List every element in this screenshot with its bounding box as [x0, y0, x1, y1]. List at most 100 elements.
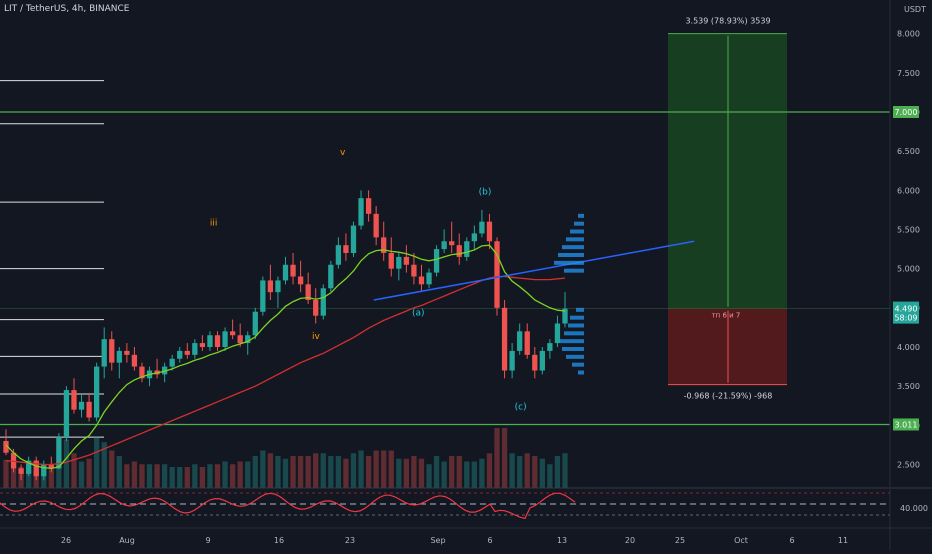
candle-body — [479, 221, 485, 234]
y-tick-label: 5.000 — [897, 265, 920, 274]
volume-bar — [18, 467, 24, 488]
volume-bar — [101, 442, 107, 488]
wave-label: (c) — [515, 403, 527, 413]
volume-bar — [275, 456, 281, 488]
candle-body — [464, 241, 470, 257]
candle-body — [63, 390, 70, 438]
candle-body — [290, 264, 296, 277]
candle-body — [418, 276, 425, 285]
y-tick-label: 7.500 — [897, 69, 920, 78]
volume-bar — [313, 453, 319, 488]
candle-body — [71, 390, 77, 410]
volume-bar — [10, 461, 17, 488]
wave-label: v — [340, 148, 346, 158]
y-tick-label: 8.000 — [897, 30, 920, 39]
candle-body — [282, 264, 289, 281]
volume-bar — [222, 461, 228, 488]
volume-profile-bar — [572, 362, 584, 367]
ma-fast-line — [5, 244, 566, 470]
level-badge-label: 7.000 — [895, 108, 918, 117]
volume-bar — [494, 428, 500, 488]
chart-title: LIT / TetherUS, 4h, BINANCE — [4, 4, 130, 14]
candle-body — [94, 366, 100, 418]
volume-profile-bar — [564, 268, 584, 273]
level-badge — [893, 106, 919, 118]
ma-slow-line — [5, 275, 566, 466]
level-badge — [893, 418, 919, 431]
volume-bar — [245, 461, 251, 488]
volume-bar — [207, 464, 213, 488]
volume-profile-bar — [570, 229, 584, 234]
candle-body — [320, 288, 326, 316]
volume-profile-bar — [554, 260, 584, 265]
candle-body — [116, 350, 122, 363]
volume-bar — [192, 464, 198, 488]
position-note: тп 6 и 7 — [712, 312, 741, 320]
countdown-label: 58:09 — [894, 314, 917, 323]
volume-bar — [441, 461, 447, 488]
volume-bar — [365, 456, 372, 488]
current-price-badge — [893, 301, 919, 324]
volume-bar — [426, 464, 432, 488]
candle-body — [547, 343, 553, 351]
volume-bar — [381, 450, 387, 488]
volume-bar — [388, 450, 394, 488]
candle-body — [396, 256, 402, 269]
volume-bar — [290, 456, 296, 488]
volume-bar — [464, 461, 470, 488]
volume-profile-bar — [564, 331, 584, 336]
x-tick-label: 26 — [61, 536, 71, 545]
volume-bar — [78, 461, 85, 488]
candle-body — [10, 452, 17, 469]
candle-body — [139, 366, 145, 379]
volume-bar — [524, 453, 530, 488]
x-tick-label: 16 — [274, 536, 284, 545]
volume-bar — [161, 464, 168, 488]
volume-bar — [109, 450, 115, 488]
volume-profile-bar — [558, 253, 584, 257]
volume-bar — [229, 464, 236, 488]
candle-body — [222, 331, 228, 347]
volume-bar — [124, 464, 130, 488]
volume-bar — [199, 467, 206, 488]
candle-body — [252, 311, 258, 336]
volume-bar — [471, 461, 477, 488]
oscillator-axis-label: 40.000 — [900, 504, 928, 513]
volume-bar — [169, 467, 175, 488]
candle-body — [169, 358, 175, 367]
volume-bar — [358, 450, 364, 488]
profit-label: 3.539 (78.93%) 3539 — [685, 17, 770, 26]
candle-body — [3, 441, 9, 453]
candle-body — [509, 350, 515, 371]
volume-bar — [456, 456, 462, 488]
candle-body — [562, 308, 568, 324]
candle-body — [78, 401, 85, 410]
oscillator-line — [0, 492, 576, 520]
volume-bar — [509, 453, 515, 488]
candle-body — [313, 300, 319, 316]
volume-bar — [214, 464, 221, 488]
volume-profile-bar — [566, 237, 584, 242]
volume-bar — [449, 456, 455, 488]
candle-body — [199, 343, 206, 347]
volume-bar — [252, 456, 258, 488]
volume-bar — [86, 458, 92, 488]
candle-body — [26, 460, 32, 474]
volume-bar — [501, 428, 508, 488]
candle-body — [388, 253, 394, 269]
volume-bar — [267, 453, 274, 488]
volume-profile-bar — [578, 213, 584, 218]
volume-bar — [56, 452, 62, 488]
candle-body — [297, 276, 304, 285]
candle-body — [441, 241, 447, 250]
x-tick-label: 9 — [205, 536, 210, 545]
candle-body — [350, 225, 357, 253]
candle-body — [184, 350, 190, 355]
candle-body — [539, 350, 545, 371]
candle-body — [192, 343, 198, 355]
candle-body — [381, 237, 387, 253]
volume-bar — [33, 461, 39, 488]
volume-bar — [479, 458, 485, 488]
